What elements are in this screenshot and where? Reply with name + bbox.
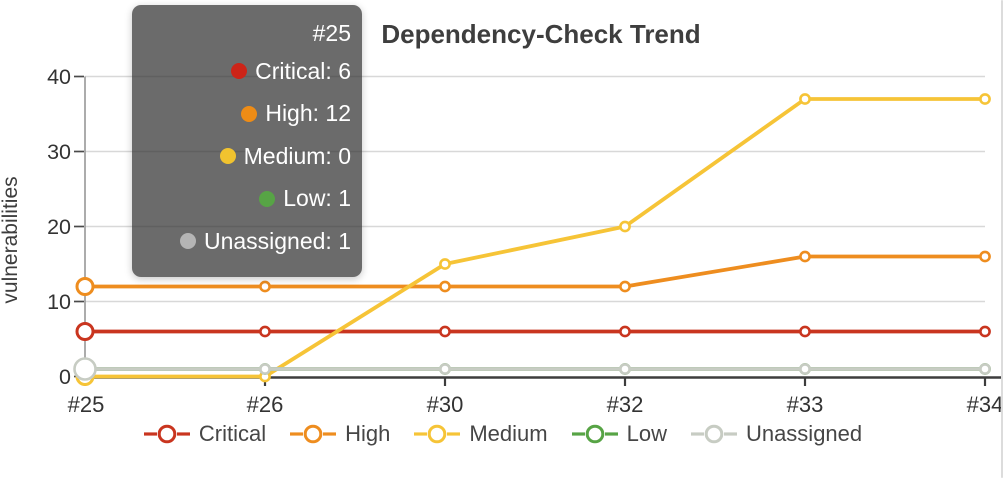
- y-axis-title: vulnerabilities: [0, 176, 22, 303]
- chart-title: Dependency-Check Trend: [381, 19, 701, 49]
- tooltip-row-medium: Medium: 0: [142, 135, 351, 178]
- x-tick-label--25: #25: [68, 392, 105, 417]
- high-dot-icon: [241, 105, 258, 122]
- legend-marker-low-icon: [571, 424, 618, 444]
- tooltip-row-high: High: 12: [142, 93, 351, 136]
- tooltip-row-critical: Critical: 6: [142, 50, 351, 93]
- tooltip-rows: Critical: 6 High: 12 Medium: 0 Low: 1 Unassi…: [142, 50, 351, 263]
- x-tick-label--32: #32: [607, 392, 644, 417]
- x-tick-label--33: #33: [787, 392, 824, 417]
- data-point-unassigned--33[interactable]: [799, 363, 811, 375]
- data-point-critical--30[interactable]: [439, 325, 451, 338]
- data-point-high--32[interactable]: [619, 280, 631, 293]
- legend-label: Unassigned: [745, 421, 863, 446]
- data-point-high--26[interactable]: [259, 280, 271, 293]
- x-tick-label--30: #30: [427, 392, 464, 417]
- data-point-critical--26[interactable]: [259, 325, 271, 338]
- y-tick-label-20: 20: [47, 215, 71, 239]
- series-line-medium[interactable]: [83, 97, 987, 379]
- unassigned-dot-icon: [179, 233, 196, 250]
- data-point-high--34[interactable]: [979, 250, 991, 263]
- y-tick-label-0: 0: [59, 365, 71, 389]
- data-point-medium--34[interactable]: [979, 93, 991, 105]
- legend-item-low[interactable]: Low: [571, 421, 667, 447]
- data-point-unassigned--30[interactable]: [439, 363, 451, 375]
- legend-item-unassigned[interactable]: Unassigned: [690, 421, 863, 447]
- tooltip-row-text: Critical: 6: [255, 57, 351, 84]
- legend-label: High: [345, 421, 391, 446]
- data-point-unassigned--34[interactable]: [979, 363, 991, 375]
- data-point-medium--32[interactable]: [619, 220, 631, 233]
- legend-label: Medium: [469, 421, 548, 446]
- tooltip-title: #25: [312, 20, 351, 46]
- data-point-high--25[interactable]: [75, 277, 95, 296]
- tooltip-row-text: High: 12: [265, 100, 351, 127]
- critical-dot-icon: [231, 63, 248, 80]
- legend-item-critical[interactable]: Critical: [143, 421, 267, 447]
- data-point-medium--33[interactable]: [799, 93, 811, 105]
- series-line-high[interactable]: [83, 254, 987, 289]
- tooltip-row-text: Medium: 0: [243, 142, 351, 169]
- legend-marker-high-icon: [290, 424, 337, 444]
- data-point-critical--34[interactable]: [979, 325, 991, 338]
- medium-dot-icon: [219, 148, 236, 165]
- legend-marker-unassigned-icon: [690, 424, 737, 444]
- data-point-critical--32[interactable]: [619, 325, 631, 338]
- data-point-medium--30[interactable]: [439, 258, 451, 270]
- data-point-critical--33[interactable]: [799, 325, 811, 338]
- panel-right-border-line: [1001, 0, 1003, 478]
- x-tick-label--34: #34: [967, 392, 1004, 417]
- legend: Critical High Medium Low Unassigned: [0, 421, 1006, 447]
- y-tick-label-40: 40: [47, 65, 71, 89]
- low-dot-icon: [259, 190, 276, 207]
- axis-tick-labels: 0 10 20 30 40 #25 #26 #30 #32 #33 #34: [47, 65, 1003, 417]
- data-point-high--30[interactable]: [439, 280, 451, 293]
- y-tick-label-10: 10: [47, 290, 71, 314]
- legend-marker-critical-icon: [143, 424, 190, 444]
- legend-item-medium[interactable]: Medium: [414, 421, 548, 447]
- legend-label: Low: [626, 421, 667, 446]
- data-point-high--33[interactable]: [799, 250, 811, 263]
- data-point-unassigned--25[interactable]: [73, 357, 97, 381]
- data-point-unassigned--32[interactable]: [619, 363, 631, 375]
- series-layer: [73, 93, 991, 386]
- tooltip-row-unassigned: Unassigned: 1: [142, 220, 351, 263]
- data-point-critical--25[interactable]: [75, 322, 95, 341]
- x-tick-label--26: #26: [247, 392, 284, 417]
- tooltip-row-low: Low: 1: [142, 178, 351, 221]
- legend-item-high[interactable]: High: [290, 421, 390, 447]
- legend-marker-medium-icon: [414, 424, 461, 444]
- data-point-unassigned--26[interactable]: [259, 363, 271, 375]
- tooltip-row-text: Unassigned: 1: [203, 227, 351, 254]
- tooltip: #25 Critical: 6 High: 12 Medium: 0 Low: 1 Un…: [132, 5, 362, 277]
- tooltip-row-text: Low: 1: [283, 185, 351, 212]
- legend-label: Critical: [198, 421, 267, 446]
- y-tick-label-30: 30: [47, 140, 71, 164]
